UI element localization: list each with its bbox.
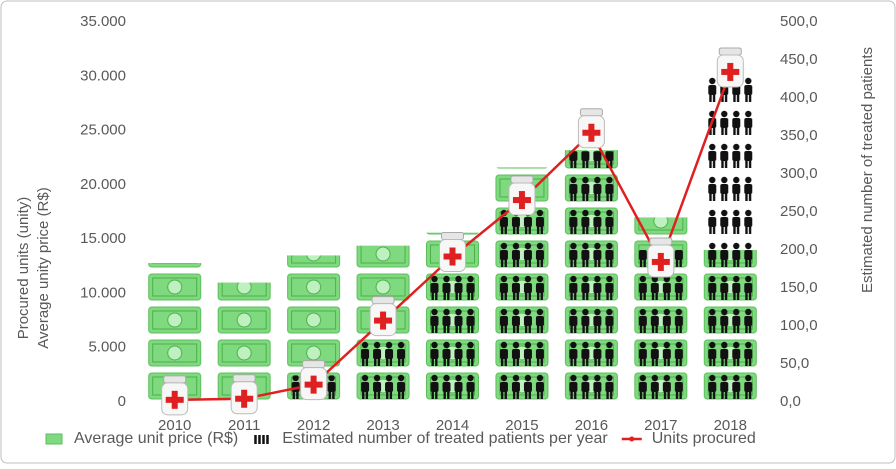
- y2-tick-label: 0,0: [780, 393, 801, 410]
- y-tick-label: 25.000: [80, 122, 126, 139]
- y-tick-label: 20.000: [80, 176, 126, 193]
- marker: [647, 237, 675, 278]
- legend-swatch: [258, 435, 261, 444]
- y-tick-label: 0: [118, 393, 126, 410]
- marker: [716, 47, 744, 88]
- x-tick-label: 2012: [297, 417, 330, 434]
- y2-tick-label: 300,0: [780, 165, 818, 182]
- x-tick-label: 2014: [436, 417, 469, 434]
- legend-swatch: [266, 435, 269, 444]
- y2-tick-label: 150,0: [780, 279, 818, 296]
- y2-tick-label: 350,0: [780, 127, 818, 144]
- marker: [439, 232, 466, 273]
- y-tick-label: 15.000: [80, 230, 126, 247]
- legend-label: Estimated number of treated patients per…: [282, 430, 608, 447]
- y-tick-label: 30.000: [80, 67, 126, 84]
- x-tick-label: 2010: [158, 417, 191, 434]
- y-tick-label: 35.000: [80, 13, 126, 30]
- marker: [230, 374, 258, 415]
- people-bar: [359, 339, 408, 402]
- marker: [577, 108, 605, 149]
- y2-tick-label: 500,0: [780, 13, 818, 30]
- marker: [161, 375, 189, 416]
- marker: [508, 175, 536, 216]
- y2-tick-label: 100,0: [780, 317, 818, 334]
- legend-swatch: [45, 433, 63, 445]
- legend-swatch: [629, 436, 635, 442]
- y2-tick-label: 250,0: [780, 203, 818, 220]
- people-bar: [497, 204, 546, 402]
- x-tick-label: 2017: [644, 417, 677, 434]
- y2-axis-title: Estimated number of treated patients: [859, 47, 876, 293]
- people-bar: [428, 272, 477, 402]
- marker: [300, 360, 328, 401]
- y2-tick-label: 400,0: [780, 89, 818, 106]
- y2-tick-label: 50,0: [780, 355, 809, 372]
- x-tick-label: 2015: [505, 417, 538, 434]
- legend-label: Units procured: [652, 430, 756, 447]
- legend-label: Average unit price (R$): [74, 430, 238, 447]
- people-bar: [567, 151, 616, 402]
- legend-swatch: [262, 435, 265, 444]
- y-axis-title: Procured units (unity): [15, 197, 32, 340]
- marker: [369, 296, 397, 337]
- x-tick-label: 2016: [575, 417, 608, 434]
- y-axis-title: Average unity price (R$): [35, 187, 52, 348]
- y2-tick-label: 450,0: [780, 51, 818, 68]
- people-bar: [706, 71, 755, 403]
- legend-swatch: [254, 435, 257, 444]
- y-tick-label: 5.000: [88, 339, 126, 356]
- x-tick-label: 2011: [228, 417, 260, 434]
- y-tick-label: 10.000: [80, 284, 126, 301]
- x-tick-label: 2018: [714, 417, 747, 434]
- x-tick-label: 2013: [366, 417, 399, 434]
- y2-tick-label: 200,0: [780, 241, 818, 258]
